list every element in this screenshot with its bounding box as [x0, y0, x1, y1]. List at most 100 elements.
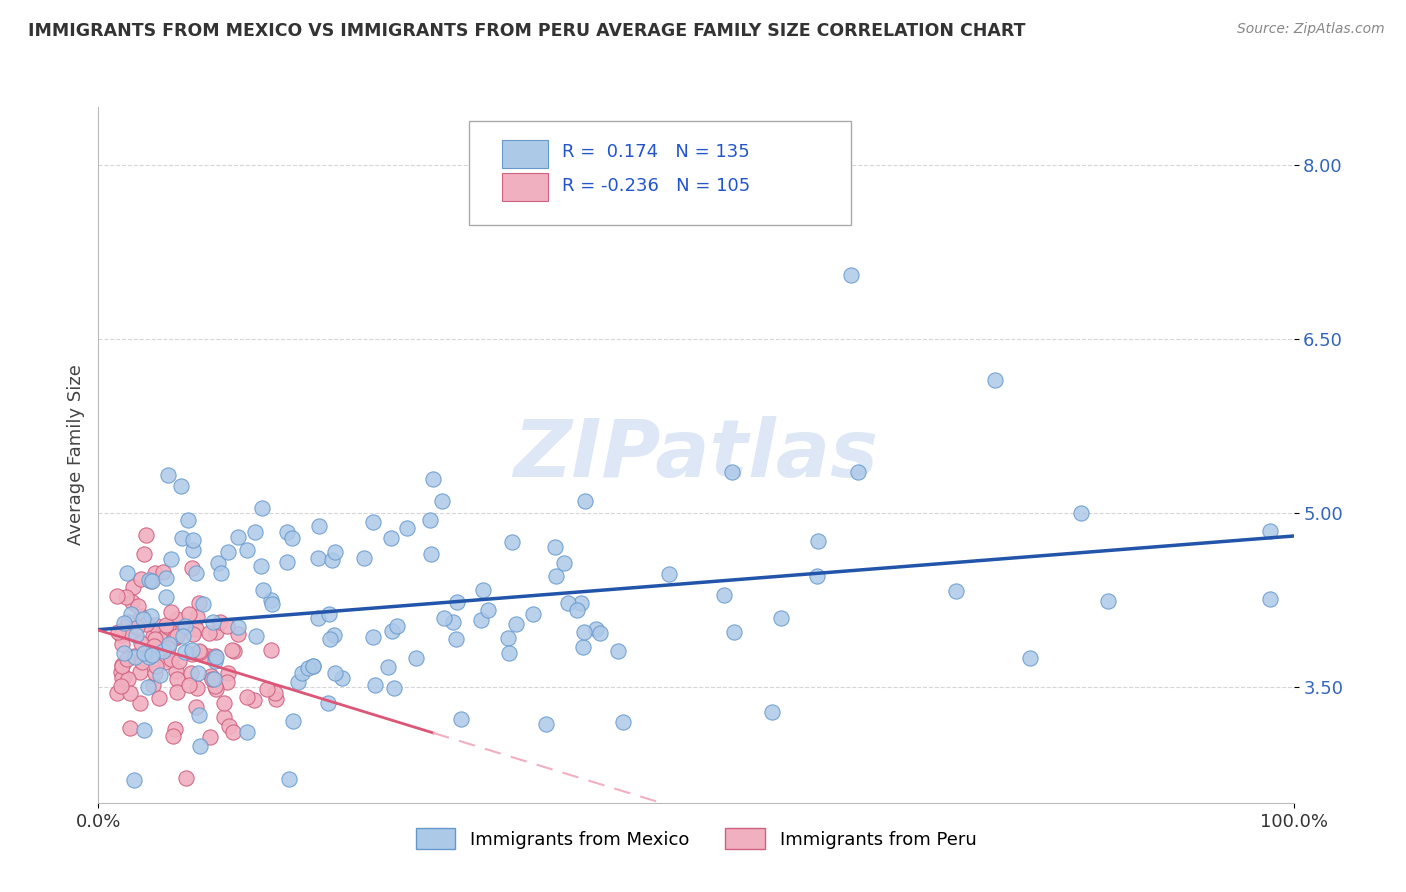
Point	[330, 672, 353, 686]
Point	[191, 597, 214, 611]
Point	[131, 655, 153, 669]
Point	[318, 607, 340, 621]
Point	[170, 479, 193, 493]
Point	[1018, 651, 1040, 665]
Point	[143, 665, 166, 680]
Point	[1258, 524, 1281, 539]
Point	[212, 696, 235, 710]
Point	[363, 630, 385, 644]
Point	[302, 659, 325, 673]
Point	[441, 615, 464, 629]
Point	[111, 637, 134, 651]
Point	[276, 524, 298, 539]
Point	[124, 649, 146, 664]
Point	[302, 658, 325, 673]
Point	[319, 632, 342, 646]
Point	[308, 518, 330, 533]
Point	[263, 686, 285, 700]
Point	[155, 571, 177, 585]
Point	[172, 629, 194, 643]
Point	[166, 672, 188, 686]
Point	[127, 620, 149, 634]
Point	[115, 566, 138, 581]
Point	[132, 646, 155, 660]
Point	[107, 625, 129, 640]
Point	[477, 603, 499, 617]
Point	[589, 626, 612, 640]
Point	[157, 468, 180, 483]
Point	[188, 739, 211, 753]
Point	[173, 619, 195, 633]
Point	[470, 613, 492, 627]
Point	[132, 612, 155, 626]
Point	[243, 693, 266, 707]
Legend: Immigrants from Mexico, Immigrants from Peru: Immigrants from Mexico, Immigrants from …	[409, 822, 983, 856]
Point	[204, 649, 226, 664]
Point	[761, 705, 783, 719]
Point	[149, 667, 172, 681]
Point	[202, 615, 225, 629]
Point	[236, 543, 259, 558]
Point	[141, 574, 163, 589]
Point	[250, 501, 273, 516]
Point	[139, 574, 162, 588]
Point	[165, 631, 187, 645]
Point	[212, 710, 235, 724]
Point	[205, 625, 228, 640]
Point	[204, 648, 226, 663]
FancyBboxPatch shape	[470, 121, 852, 226]
Point	[205, 681, 228, 696]
Point	[135, 617, 157, 632]
Point	[184, 566, 207, 580]
Point	[422, 472, 444, 486]
Point	[200, 730, 222, 744]
Point	[190, 645, 212, 659]
Point	[180, 665, 202, 680]
Point	[226, 626, 249, 640]
Point	[155, 618, 177, 632]
Point	[1070, 506, 1092, 520]
Point	[260, 593, 283, 607]
Point	[361, 515, 384, 529]
Point	[353, 551, 375, 566]
Point	[183, 626, 205, 640]
Point	[218, 719, 240, 733]
Point	[143, 618, 166, 632]
Point	[769, 610, 792, 624]
Point	[432, 611, 454, 625]
Point	[112, 670, 135, 684]
Point	[142, 677, 165, 691]
Point	[120, 625, 142, 640]
Point	[139, 608, 162, 623]
Point	[322, 628, 344, 642]
Point	[153, 655, 176, 669]
Point	[207, 557, 229, 571]
Point	[181, 533, 204, 547]
Point	[112, 615, 135, 630]
Point	[607, 644, 630, 658]
Point	[287, 675, 309, 690]
Point	[152, 644, 174, 658]
Point	[157, 637, 180, 651]
Point	[181, 542, 204, 557]
Point	[160, 605, 183, 619]
Point	[405, 651, 427, 665]
Point	[148, 690, 170, 705]
Point	[110, 628, 132, 642]
Point	[135, 646, 157, 660]
Point	[110, 665, 132, 679]
Point	[444, 632, 467, 646]
Point	[472, 583, 495, 598]
Point	[157, 620, 180, 634]
Point	[280, 531, 302, 545]
Point	[585, 622, 607, 636]
Point	[111, 658, 134, 673]
Point	[544, 540, 567, 554]
Point	[132, 723, 155, 738]
Point	[117, 615, 139, 629]
Point	[157, 641, 180, 656]
Point	[163, 722, 186, 736]
Point	[129, 636, 152, 650]
Point	[420, 547, 443, 561]
Point	[278, 772, 301, 786]
